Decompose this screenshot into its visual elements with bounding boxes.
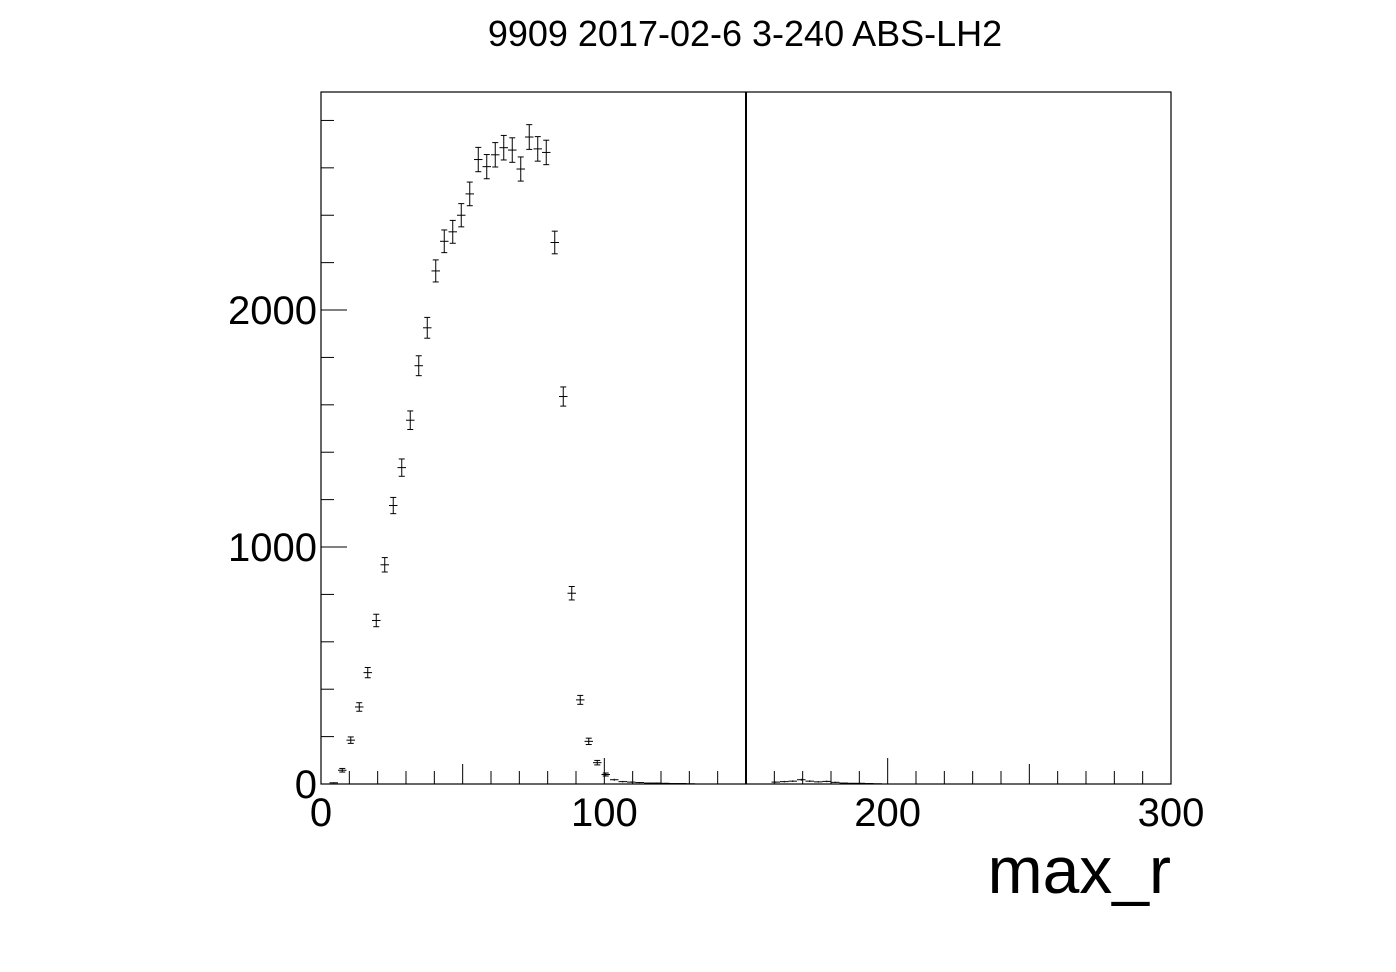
data-point: [635, 781, 644, 784]
data-point: [618, 780, 627, 783]
data-point: [652, 782, 661, 784]
data-point: [423, 316, 432, 339]
data-point: [567, 586, 576, 601]
data-point: [644, 782, 653, 784]
data-point: [406, 410, 415, 431]
data-point: [542, 139, 551, 166]
data-point: [474, 146, 483, 173]
x-axis-ticks: [320, 758, 1172, 784]
data-point: [363, 666, 372, 679]
x-axis-tick-labels: 0 100 200 300: [310, 791, 1205, 835]
y-axis-ticks: [321, 119, 347, 785]
data-point: [771, 781, 780, 783]
x-tick-label: 0: [310, 791, 332, 835]
chart-title: 9909 2017-02-6 3-240 ABS-LH2: [488, 13, 1002, 54]
data-point: [865, 783, 874, 785]
data-point: [780, 780, 789, 783]
x-tick-label: 100: [571, 791, 638, 835]
data-point: [533, 136, 542, 162]
data-point: [355, 702, 364, 712]
data-point: [338, 767, 347, 773]
data-point: [814, 781, 823, 783]
data-point: [397, 458, 406, 477]
data-point: [550, 230, 559, 255]
data-point: [482, 154, 491, 180]
data-point: [576, 694, 585, 705]
data-point: [678, 783, 687, 785]
data-point: [559, 386, 568, 407]
data-point: [329, 782, 338, 784]
data-point: [346, 736, 355, 744]
data-point: [822, 780, 831, 783]
data-point: [584, 737, 593, 746]
data-point: [491, 142, 500, 168]
data-point: [661, 782, 670, 784]
data-point: [525, 124, 534, 150]
data-point: [848, 782, 857, 784]
data-point: [414, 355, 423, 377]
data-point: [839, 782, 848, 784]
y-tick-label: 2000: [228, 289, 317, 333]
data-point: [440, 229, 449, 254]
data-point: [465, 181, 474, 207]
data-point: [593, 759, 602, 766]
data-point: [856, 782, 865, 784]
data-point: [797, 778, 806, 781]
y-axis-tick-labels: 0 1000 2000: [228, 289, 317, 807]
data-point: [831, 781, 840, 783]
data-point: [601, 772, 610, 777]
data-point: [610, 778, 619, 781]
data-points: [329, 124, 882, 785]
data-point: [499, 134, 508, 161]
data-point: [627, 781, 636, 783]
data-point: [516, 156, 525, 182]
data-point: [805, 780, 814, 782]
x-axis-label: max_r: [988, 833, 1171, 907]
data-point: [380, 557, 389, 573]
data-point: [372, 613, 381, 628]
data-point: [389, 496, 398, 515]
data-point: [669, 783, 678, 785]
data-point: [508, 137, 517, 163]
data-point: [448, 219, 457, 244]
x-tick-label: 300: [1138, 791, 1205, 835]
data-point: [457, 203, 466, 228]
y-tick-label: 0: [295, 763, 317, 807]
x-tick-label: 200: [854, 791, 921, 835]
data-point: [788, 780, 797, 782]
data-point: [431, 259, 440, 283]
y-tick-label: 1000: [228, 526, 317, 570]
